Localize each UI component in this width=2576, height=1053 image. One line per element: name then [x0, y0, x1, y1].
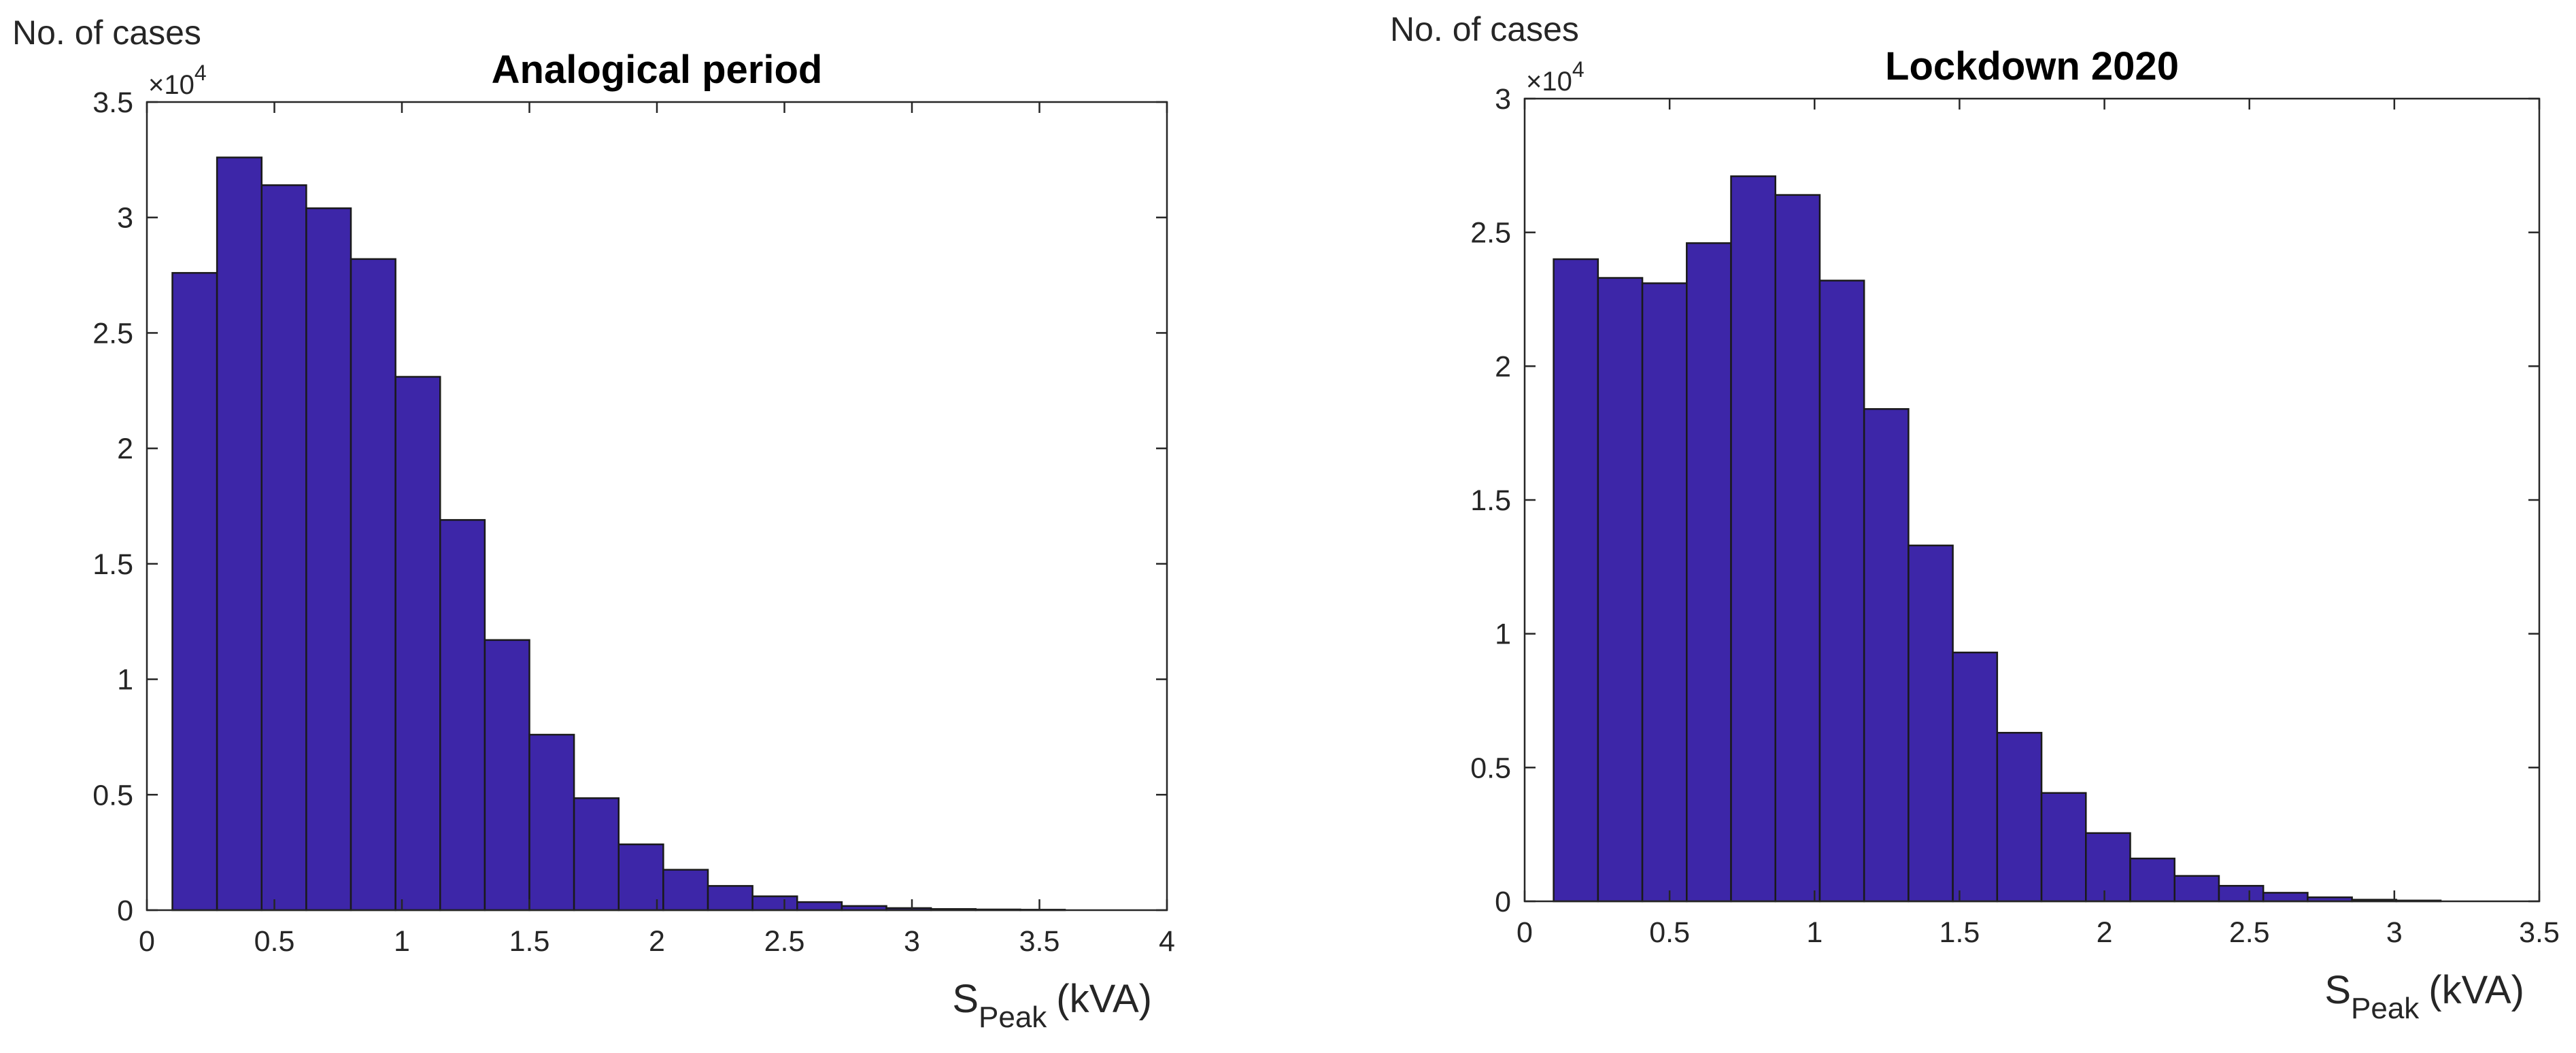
histogram-bar [2085, 832, 2131, 903]
histogram-bar [216, 156, 262, 912]
y-tick-label: 1 [1495, 618, 1511, 651]
exponent-base: ×10 [148, 70, 194, 100]
x-tick-label: 0.5 [254, 925, 295, 958]
y-tick-label: 1 [117, 664, 133, 697]
x-tick-label: 2.5 [764, 925, 805, 958]
histogram-bar [305, 207, 352, 912]
histogram-bar [171, 271, 218, 912]
histogram-bar [260, 184, 307, 912]
histogram-bar [2218, 884, 2265, 903]
histogram-bars [171, 156, 1066, 912]
histogram-bars [1553, 175, 2442, 903]
x-tick-label: 0 [1516, 916, 1533, 949]
x-tick-label: 3 [2386, 916, 2403, 949]
x-label-main: S [952, 977, 979, 1021]
x-tick-label: 3 [904, 925, 920, 958]
x-tick-label: 1 [1806, 916, 1823, 949]
y-tick-label: 2.5 [92, 317, 133, 350]
y-axis-label: No. of cases [12, 14, 201, 52]
y-axis-label: No. of cases [1390, 10, 1579, 48]
y-tick-label: 0 [1495, 886, 1511, 918]
x-tick-label: 3.5 [2519, 916, 2560, 949]
histogram-bar [1996, 731, 2043, 903]
histogram-bar [1641, 282, 1688, 903]
histogram-bar [1553, 258, 1599, 903]
x-tick-label: 0 [139, 925, 155, 958]
histogram-bar [1597, 277, 1644, 903]
histogram-bar [1908, 544, 1954, 903]
chart-lockdown: 0 0.5 1 1.5 2 2.5 3 3.5 0 0.5 1 1.5 2 2.5 3 Lockdown 20… [1390, 10, 2560, 1025]
exponent-base: ×10 [1526, 67, 1572, 97]
histogram-bar [1952, 651, 1999, 903]
histogram-bar [751, 895, 798, 912]
histogram-bar [1774, 194, 1821, 903]
histogram-bar [484, 639, 530, 912]
histogram-bar [573, 797, 620, 912]
x-tick-label: 1.5 [509, 925, 550, 958]
histogram-bar [1686, 242, 1732, 903]
x-label-main: S [2324, 968, 2351, 1012]
histogram-bar [2173, 875, 2220, 903]
exponent-power: 4 [1572, 57, 1584, 82]
y-tick-label: 2 [117, 433, 133, 465]
histogram-bar [439, 519, 486, 912]
exponent-power: 4 [194, 61, 207, 85]
histogram-bar [2129, 857, 2175, 903]
y-axis-exponent: ×104 [148, 61, 207, 100]
histogram-bar [1730, 175, 1776, 903]
y-tick-label: 1.5 [1470, 484, 1511, 517]
y-tick-label: 2 [1495, 350, 1511, 383]
x-tick-label: 2.5 [2229, 916, 2270, 949]
chart-title: Analogical period [492, 48, 823, 92]
histogram-bar [2040, 792, 2087, 903]
histogram-bar [1818, 280, 1865, 903]
histogram-bar [796, 901, 843, 912]
y-tick-label: 3 [117, 202, 133, 235]
y-tick-label: 0.5 [92, 779, 133, 812]
histogram-bar [662, 869, 709, 912]
x-axis-label: SPeak (kVA) [2324, 968, 2524, 1025]
x-label-subscript: Peak [979, 1001, 1047, 1034]
x-label-subscript: Peak [2351, 992, 2420, 1025]
y-tick-label: 2.5 [1470, 217, 1511, 250]
x-tick-label: 1 [394, 925, 410, 958]
x-tick-label: 0.5 [1649, 916, 1690, 949]
x-tick-label: 2 [2097, 916, 2113, 949]
histogram-bar [617, 843, 664, 912]
x-tick-label: 1.5 [1939, 916, 1980, 949]
y-tick-label: 3 [1495, 83, 1511, 116]
histogram-bar [528, 733, 575, 912]
histogram-bar [2262, 892, 2309, 903]
x-tick-label: 2 [649, 925, 665, 958]
x-label-unit: (kVA) [1056, 977, 1152, 1021]
y-tick-label: 0 [117, 895, 133, 927]
y-axis-exponent: ×104 [1526, 57, 1584, 97]
y-tick-label: 3.5 [92, 86, 133, 119]
x-label-unit: (kVA) [2428, 968, 2524, 1012]
histogram-bar [707, 885, 753, 912]
histogram-bar [394, 375, 441, 912]
x-tick-label: 3.5 [1019, 925, 1060, 958]
y-tick-label: 0.5 [1470, 752, 1511, 784]
x-tick-label: 4 [1159, 925, 1175, 958]
y-tick-label: 1.5 [92, 548, 133, 581]
chart-title: Lockdown 2020 [1885, 44, 2179, 88]
x-axis-label: SPeak (kVA) [952, 977, 1152, 1034]
chart-analogical: 0 0.5 1 1.5 2 2.5 3 3.5 4 0 0.5 1 1.5 2 2.5 3 3.5 Analogi… [12, 14, 1175, 1034]
histogram-bar [350, 258, 396, 912]
histogram-bar [1863, 408, 1910, 903]
